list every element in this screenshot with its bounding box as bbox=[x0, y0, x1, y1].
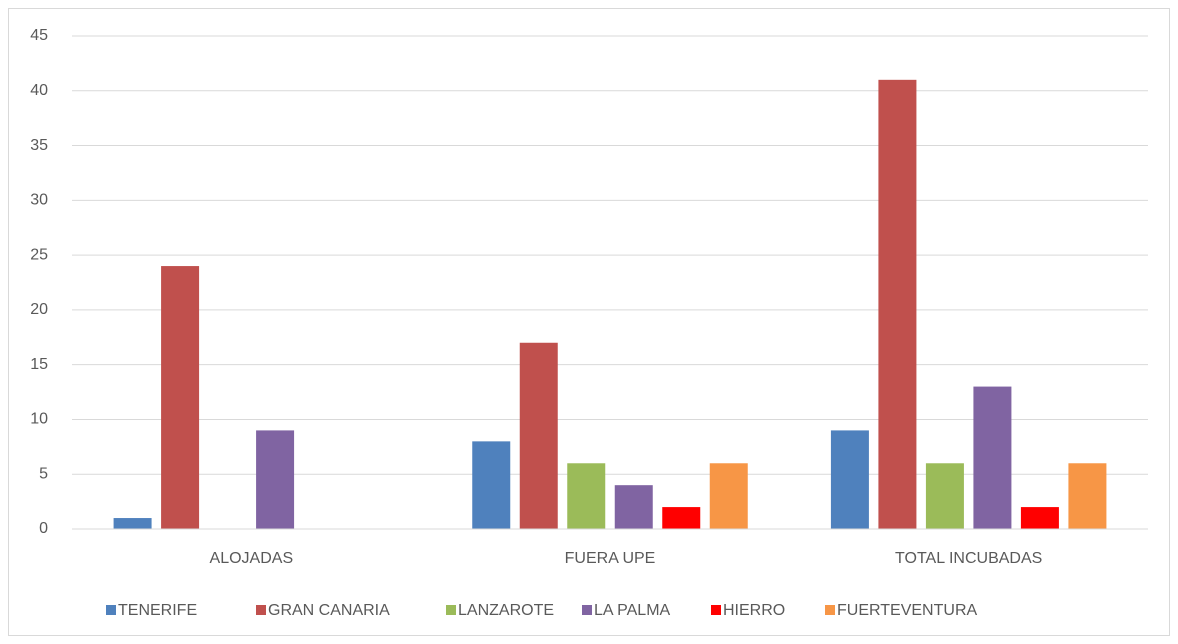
y-tick-label: 0 bbox=[39, 520, 48, 537]
y-tick-label: 30 bbox=[30, 192, 48, 209]
y-tick-label: 15 bbox=[30, 356, 48, 373]
x-tick-label: TOTAL INCUBADAS bbox=[895, 550, 1042, 567]
legend-swatch bbox=[711, 605, 721, 615]
legend-label: LANZAROTE bbox=[458, 602, 554, 619]
y-tick-label: 25 bbox=[30, 246, 48, 263]
bar bbox=[878, 79, 917, 530]
bar bbox=[113, 518, 152, 529]
legend-label: TENERIFE bbox=[118, 602, 197, 619]
bar bbox=[567, 463, 606, 529]
legend-label: HIERRO bbox=[723, 602, 785, 619]
bar bbox=[472, 441, 511, 529]
legend-label: LA PALMA bbox=[594, 602, 671, 619]
legend-swatch bbox=[106, 605, 116, 615]
legend-swatch bbox=[825, 605, 835, 615]
bar bbox=[519, 342, 558, 529]
y-tick-label: 10 bbox=[30, 411, 48, 428]
x-tick-label: FUERA UPE bbox=[565, 550, 656, 567]
bar bbox=[614, 485, 653, 529]
bar bbox=[161, 266, 200, 529]
bar bbox=[256, 430, 295, 529]
legend-label: FUERTEVENTURA bbox=[837, 602, 977, 619]
legend-swatch bbox=[582, 605, 592, 615]
y-tick-label: 45 bbox=[30, 27, 48, 44]
chart-border bbox=[8, 8, 1170, 636]
y-tick-label: 35 bbox=[30, 137, 48, 154]
legend-swatch bbox=[256, 605, 266, 615]
bar bbox=[830, 430, 869, 529]
bar bbox=[925, 463, 964, 529]
legend-swatch bbox=[446, 605, 456, 615]
x-tick-label: ALOJADAS bbox=[210, 550, 294, 567]
bar bbox=[1020, 507, 1059, 529]
bar bbox=[662, 507, 701, 529]
y-tick-label: 20 bbox=[30, 301, 48, 318]
bar bbox=[709, 463, 748, 529]
y-tick-label: 40 bbox=[30, 82, 48, 99]
bar bbox=[973, 386, 1012, 529]
y-tick-label: 5 bbox=[39, 465, 48, 482]
legend-label: GRAN CANARIA bbox=[268, 602, 390, 619]
bar bbox=[1068, 463, 1107, 529]
